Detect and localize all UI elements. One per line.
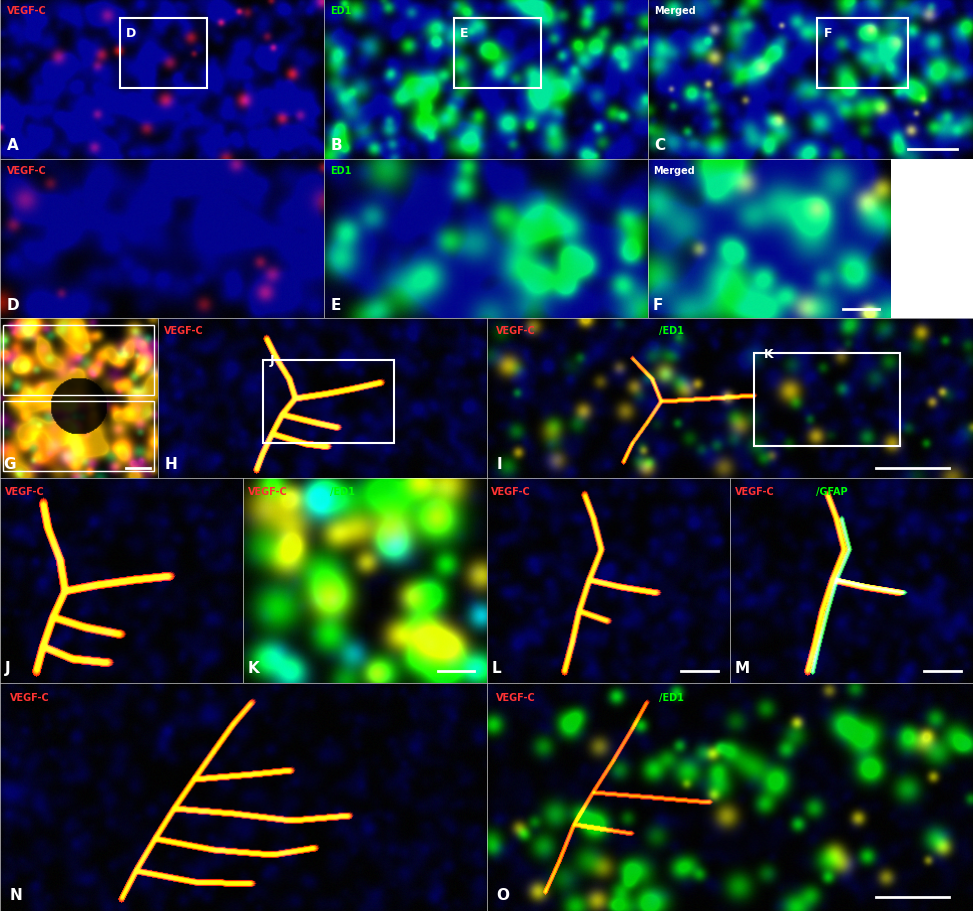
Text: C: C: [655, 138, 666, 153]
Text: M: M: [735, 660, 750, 675]
Bar: [120, 19, 207, 89]
Text: F: F: [823, 27, 832, 40]
Text: I: I: [496, 457, 502, 472]
Bar: [817, 19, 908, 89]
Text: B: B: [331, 138, 342, 153]
Text: K: K: [248, 660, 260, 675]
Text: Merged: Merged: [655, 6, 697, 16]
Text: VEGF-C: VEGF-C: [7, 6, 47, 16]
Text: Merged: Merged: [653, 166, 695, 176]
Text: K: K: [764, 347, 774, 360]
Text: VEGF-C: VEGF-C: [164, 325, 204, 335]
Text: J: J: [5, 660, 11, 675]
Text: /ED1: /ED1: [660, 692, 684, 702]
Text: VEGF-C: VEGF-C: [735, 486, 775, 496]
Bar: [3, 325, 155, 395]
Text: VEGF-C: VEGF-C: [496, 325, 536, 335]
Text: /GFAP: /GFAP: [816, 486, 847, 496]
Text: VEGF-C: VEGF-C: [10, 692, 50, 702]
Text: N: N: [10, 887, 22, 902]
Text: F: F: [653, 298, 664, 312]
Text: E: E: [460, 27, 469, 40]
Text: ED1: ED1: [331, 166, 352, 176]
Text: D: D: [126, 27, 136, 40]
Text: VEGF-C: VEGF-C: [496, 692, 536, 702]
Bar: [453, 19, 541, 89]
Bar: [754, 354, 900, 446]
Text: D: D: [7, 298, 19, 312]
Bar: [263, 361, 394, 444]
Text: VEGF-C: VEGF-C: [5, 486, 45, 496]
Bar: [3, 402, 155, 472]
Text: G: G: [3, 457, 16, 472]
Text: J: J: [270, 353, 274, 366]
Text: /ED1: /ED1: [660, 325, 684, 335]
Text: O: O: [496, 887, 509, 902]
Text: VEGF-C: VEGF-C: [7, 166, 47, 176]
Text: A: A: [7, 138, 18, 153]
Text: H: H: [164, 457, 177, 472]
Text: ED1: ED1: [331, 6, 352, 16]
Text: L: L: [491, 660, 501, 675]
Text: VEGF-C: VEGF-C: [248, 486, 288, 496]
Text: VEGF-C: VEGF-C: [491, 486, 531, 496]
Text: E: E: [331, 298, 341, 312]
Text: /ED1: /ED1: [330, 486, 354, 496]
